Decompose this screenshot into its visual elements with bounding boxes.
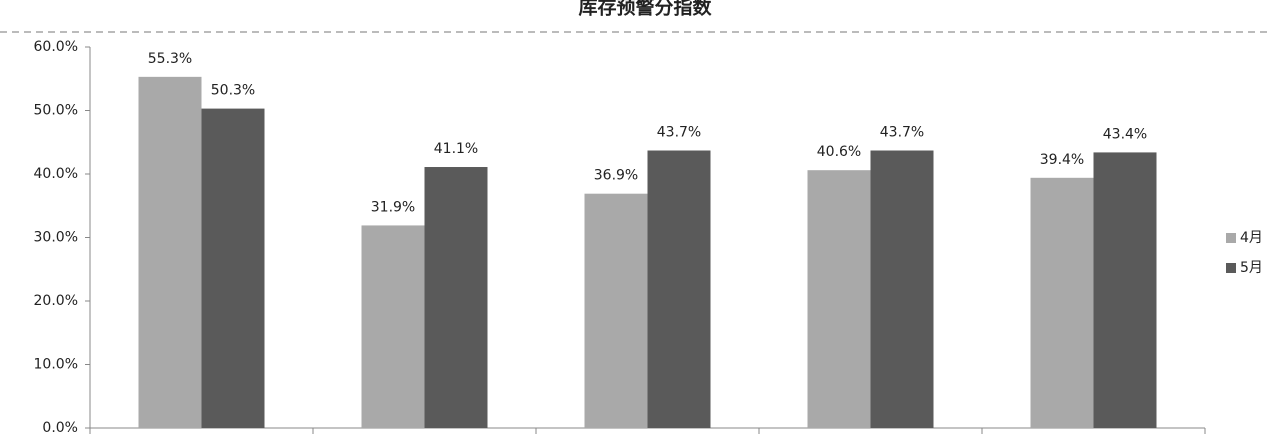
y-tick-label: 10.0%: [34, 357, 78, 373]
y-tick-label: 20.0%: [34, 293, 78, 309]
bar: [1030, 177, 1094, 428]
chart-title: 库存预警分指数: [578, 0, 712, 19]
bar: [138, 76, 202, 428]
data-label: 55.3%: [148, 51, 192, 67]
data-label: 36.9%: [594, 168, 638, 184]
bar: [201, 108, 265, 428]
y-tick-label: 0.0%: [42, 420, 78, 436]
y-tick-label: 50.0%: [34, 103, 78, 119]
legend-label: 5月: [1240, 260, 1263, 276]
legend-label: 4月: [1240, 230, 1263, 246]
y-tick-label: 40.0%: [34, 166, 78, 182]
data-label: 50.3%: [211, 83, 255, 99]
data-label: 41.1%: [434, 141, 478, 157]
data-label: 43.7%: [657, 125, 701, 141]
bar: [584, 193, 648, 428]
data-label: 43.7%: [880, 125, 924, 141]
bar: [1093, 152, 1157, 428]
bar: [424, 167, 488, 428]
legend-swatch: [1226, 263, 1236, 273]
bar: [870, 150, 934, 428]
bar: [647, 150, 711, 428]
legend-swatch: [1226, 233, 1236, 243]
y-tick-label: 60.0%: [34, 39, 78, 55]
data-label: 31.9%: [371, 199, 415, 215]
bar: [807, 170, 871, 428]
y-tick-label: 30.0%: [34, 230, 78, 246]
data-label: 43.4%: [1103, 126, 1147, 142]
data-label: 40.6%: [817, 144, 861, 160]
bar: [361, 225, 425, 428]
data-label: 39.4%: [1040, 152, 1084, 168]
